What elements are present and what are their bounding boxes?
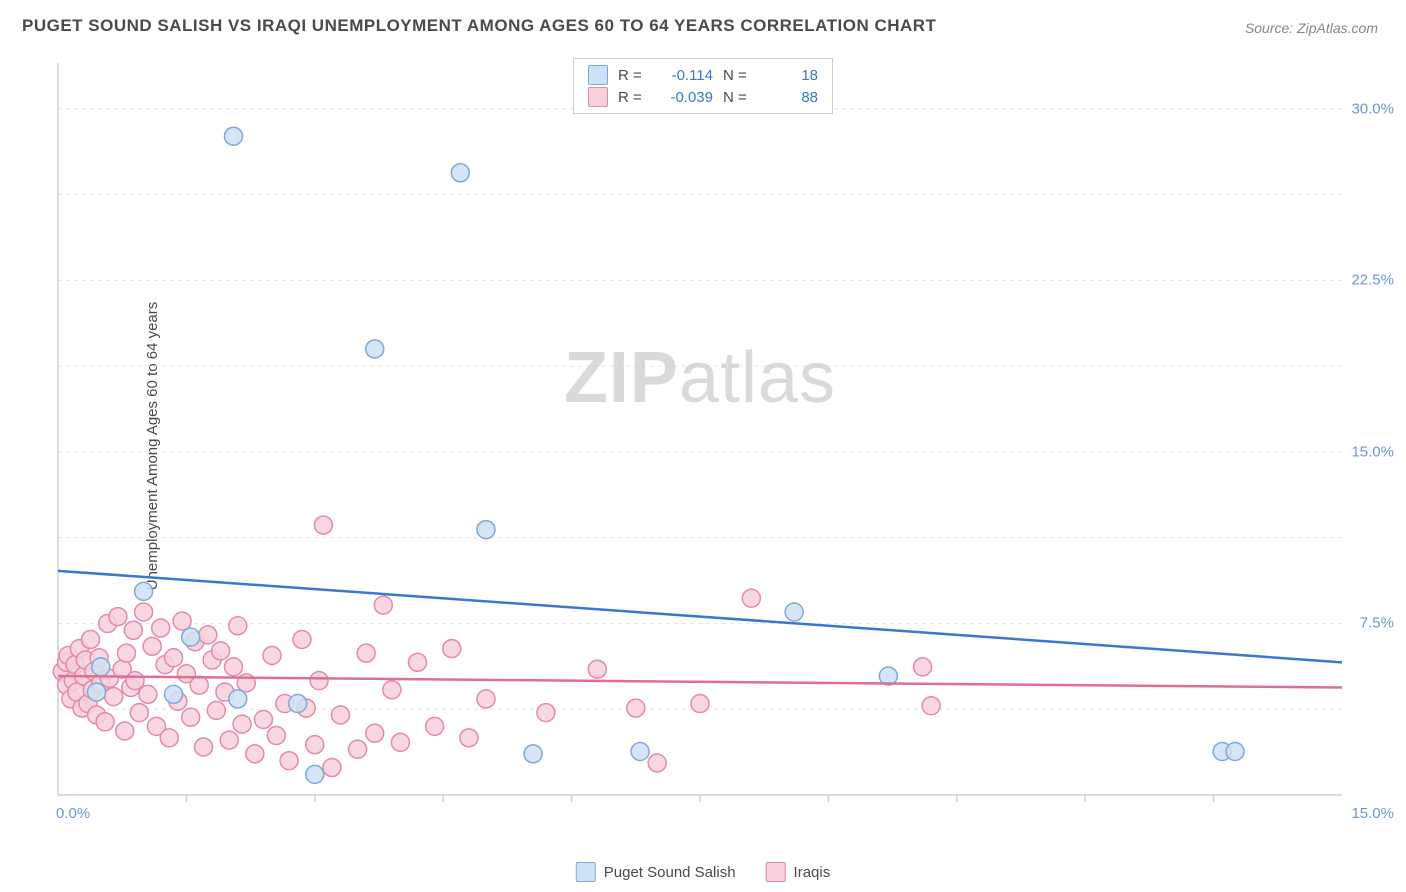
swatch-bottom-0 xyxy=(576,862,596,882)
legend-item-1: Iraqis xyxy=(766,862,831,882)
legend-label-0: Puget Sound Salish xyxy=(604,864,736,881)
chart-title: PUGET SOUND SALISH VS IRAQI UNEMPLOYMENT… xyxy=(22,16,936,36)
y-tick-label: 7.5% xyxy=(1360,615,1394,632)
source-label: Source: ZipAtlas.com xyxy=(1245,20,1378,36)
swatch-bottom-1 xyxy=(766,862,786,882)
swatch-series-1 xyxy=(588,87,608,107)
y-tick-label: 15.0% xyxy=(1351,443,1394,460)
x-tick-label: 0.0% xyxy=(56,805,90,822)
legend-item-0: Puget Sound Salish xyxy=(576,862,736,882)
legend-label-1: Iraqis xyxy=(794,864,831,881)
legend-row-series-0: R =-0.114 N =18 xyxy=(588,65,818,85)
y-tick-label: 22.5% xyxy=(1351,272,1394,289)
scatter-plot: ZIPatlas xyxy=(50,55,1350,825)
series-legend: Puget Sound Salish Iraqis xyxy=(576,862,830,882)
legend-row-series-1: R =-0.039 N =88 xyxy=(588,87,818,107)
x-tick-label: 15.0% xyxy=(1351,805,1394,822)
swatch-series-0 xyxy=(588,65,608,85)
chart-svg xyxy=(50,55,1350,825)
y-tick-label: 30.0% xyxy=(1351,100,1394,117)
correlation-legend: R =-0.114 N =18 R =-0.039 N =88 xyxy=(573,58,833,114)
